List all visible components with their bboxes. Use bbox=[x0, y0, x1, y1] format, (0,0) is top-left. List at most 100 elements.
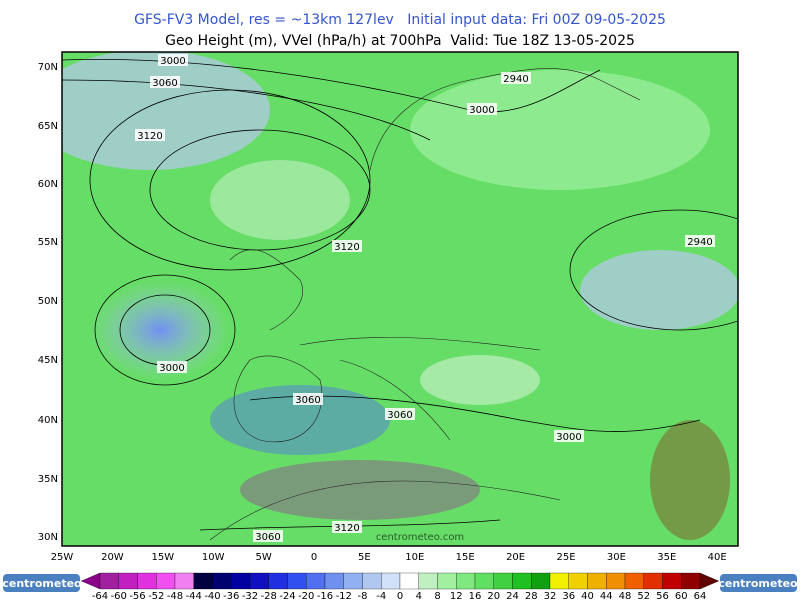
contour-label-bg bbox=[467, 103, 497, 115]
contour-label: 3000 bbox=[160, 56, 185, 67]
colorbar-cell bbox=[699, 572, 720, 590]
contour-label-bg bbox=[293, 393, 323, 405]
colorbar-label: 48 bbox=[619, 591, 632, 600]
colorbar-cell bbox=[643, 572, 663, 590]
colorbar-cell bbox=[456, 572, 476, 590]
lat-label: 60N bbox=[38, 179, 58, 190]
contour-label: 3060 bbox=[295, 395, 320, 406]
lat-label: 45N bbox=[38, 355, 58, 366]
colorbar-label: -28 bbox=[261, 591, 277, 600]
colorbar-label: 64 bbox=[694, 591, 707, 600]
logo-right-bg bbox=[720, 574, 797, 592]
logo-right: centrometeo bbox=[718, 577, 798, 590]
map-frame bbox=[61, 51, 739, 547]
colorbar-cell bbox=[212, 572, 232, 590]
lon-label: 5E bbox=[358, 552, 371, 563]
colorbar-label: 36 bbox=[562, 591, 575, 600]
lat-label: 65N bbox=[38, 121, 58, 132]
colorbar-cell bbox=[118, 572, 138, 590]
colorbar-cell bbox=[174, 572, 194, 590]
lon-label: 25W bbox=[51, 552, 74, 563]
colorbar-cell bbox=[231, 572, 251, 590]
colorbar-label: -64 bbox=[92, 591, 108, 600]
colorbar-label: -56 bbox=[129, 591, 145, 600]
colorbar-label: 24 bbox=[506, 591, 519, 600]
colorbar-label: 40 bbox=[581, 591, 594, 600]
colorbar-cell bbox=[249, 572, 269, 590]
colorbar-cell bbox=[493, 572, 513, 590]
colorbar-cell bbox=[99, 572, 119, 590]
colorbar-cell bbox=[343, 572, 363, 590]
contour-label-bg bbox=[501, 72, 531, 84]
colorbar-cell bbox=[474, 572, 494, 590]
lon-label: 10W bbox=[202, 552, 225, 563]
contour-label: 3060 bbox=[255, 532, 280, 543]
colorbar-cell bbox=[156, 572, 176, 590]
colorbar-cell bbox=[399, 572, 419, 590]
lon-label: 15W bbox=[151, 552, 174, 563]
map-field bbox=[62, 52, 738, 546]
colorbar-label: 44 bbox=[600, 591, 613, 600]
colorbar-label: 16 bbox=[469, 591, 482, 600]
colorbar-cell bbox=[437, 572, 457, 590]
lat-label: 50N bbox=[38, 296, 58, 307]
colorbar-label: -12 bbox=[336, 591, 352, 600]
colorbar-cell bbox=[568, 572, 588, 590]
lat-label: 35N bbox=[38, 474, 58, 485]
contour-label: 3060 bbox=[152, 78, 177, 89]
colorbar-label: -20 bbox=[298, 591, 314, 600]
colorbar-cell bbox=[324, 572, 344, 590]
contour-label: 3000 bbox=[469, 105, 494, 116]
colorbar-label: 32 bbox=[544, 591, 557, 600]
colorbar-label: 56 bbox=[656, 591, 669, 600]
colorbar-cell bbox=[137, 572, 157, 590]
lon-label: 15E bbox=[456, 552, 475, 563]
colorbar-label: 4 bbox=[416, 591, 422, 600]
lon-label: 20W bbox=[101, 552, 124, 563]
colorbar-label: -4 bbox=[376, 591, 386, 600]
colorbar-label: -40 bbox=[204, 591, 220, 600]
colorbar-cell bbox=[306, 572, 326, 590]
colorbar-label: 0 bbox=[397, 591, 403, 600]
colorbar-cell bbox=[549, 572, 569, 590]
contour-label-bg bbox=[332, 240, 362, 252]
colorbar-cell bbox=[531, 572, 551, 590]
colorbar-cell bbox=[381, 572, 401, 590]
contour-label-bg bbox=[332, 521, 362, 533]
lon-label: 25E bbox=[556, 552, 575, 563]
colorbar-cell bbox=[287, 572, 307, 590]
contour-label: 3000 bbox=[556, 432, 581, 443]
lon-label: 30E bbox=[607, 552, 626, 563]
contour-label-bg bbox=[253, 530, 283, 542]
title-line-1: GFS-FV3 Model, res = ~13km 127lev Initia… bbox=[134, 12, 666, 28]
contour-label: 3120 bbox=[137, 131, 162, 142]
colorbar-cell bbox=[268, 572, 288, 590]
colorbar-label: -24 bbox=[279, 591, 295, 600]
colorbar-label: -48 bbox=[167, 591, 183, 600]
colorbar-cell bbox=[681, 572, 701, 590]
colorbar-cell bbox=[418, 572, 438, 590]
colorbar-cell bbox=[624, 572, 644, 590]
contour-label-bg bbox=[385, 408, 415, 420]
colorbar-cell bbox=[606, 572, 626, 590]
colorbar-label: 8 bbox=[434, 591, 440, 600]
lat-label: 30N bbox=[38, 532, 58, 543]
lon-label: 20E bbox=[506, 552, 525, 563]
title-line-2: Geo Height (m), VVel (hPa/h) at 700hPa V… bbox=[165, 33, 635, 49]
lat-label: 40N bbox=[38, 415, 58, 426]
colorbar-cell bbox=[512, 572, 532, 590]
colorbar-label: -52 bbox=[148, 591, 164, 600]
colorbar-label: -44 bbox=[186, 591, 202, 600]
watermark: centrometeo.com bbox=[376, 532, 464, 543]
contour-label-bg bbox=[157, 361, 187, 373]
contour-label: 3120 bbox=[334, 523, 359, 534]
colorbar-cell bbox=[193, 572, 213, 590]
colorbar-label: 28 bbox=[525, 591, 538, 600]
contour-label-bg bbox=[150, 76, 180, 88]
contour-label: 3120 bbox=[334, 242, 359, 253]
lon-label: 40E bbox=[708, 552, 727, 563]
colorbar-label: 12 bbox=[450, 591, 463, 600]
lon-label: 0 bbox=[311, 552, 317, 563]
colorbar-label: 52 bbox=[637, 591, 650, 600]
